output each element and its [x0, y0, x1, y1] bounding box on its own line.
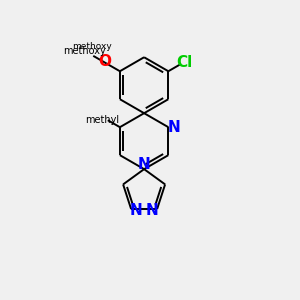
Text: N: N [146, 203, 158, 218]
Text: methyl: methyl [85, 115, 119, 125]
Text: N: N [167, 120, 180, 135]
Text: methoxy: methoxy [63, 46, 106, 56]
Text: N: N [138, 157, 151, 172]
Text: Cl: Cl [177, 55, 193, 70]
Text: methoxy: methoxy [72, 42, 112, 51]
Text: N: N [130, 203, 143, 218]
Text: O: O [98, 54, 111, 69]
